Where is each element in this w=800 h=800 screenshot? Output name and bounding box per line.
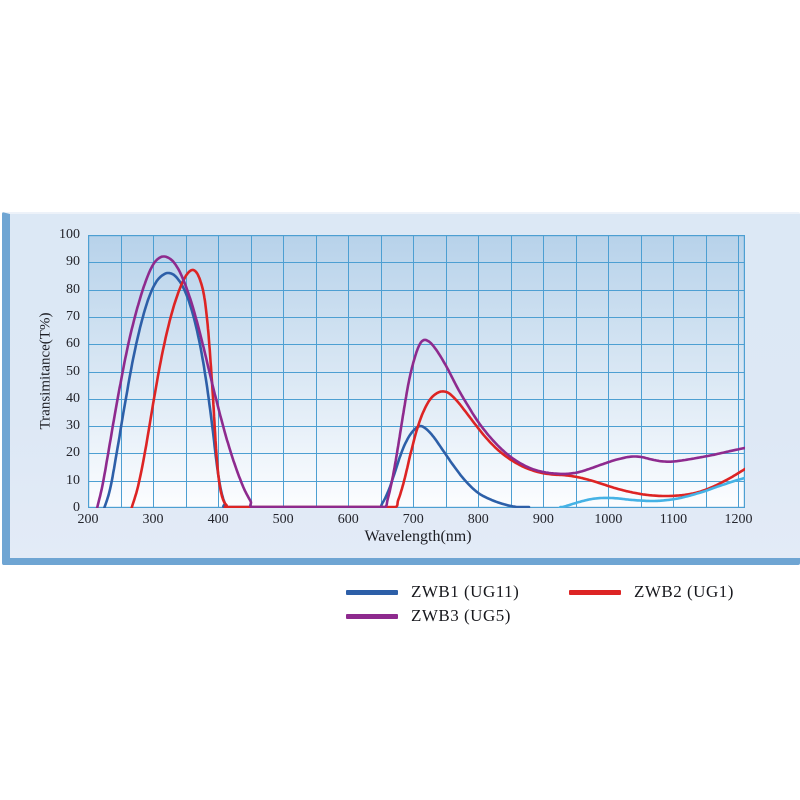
legend-item-2: ZWB2 (UG1) — [569, 582, 734, 602]
legend-label-2: ZWB2 (UG1) — [634, 582, 734, 601]
x-tick-label: 500 — [272, 512, 294, 527]
plot-background — [88, 235, 745, 508]
x-tick-label: 1100 — [659, 512, 688, 527]
y-tick-label: 60 — [66, 336, 80, 352]
y-tick-label: 40 — [66, 390, 80, 406]
x-tick-label: 1000 — [594, 512, 623, 527]
y-tick-label: 20 — [66, 445, 80, 461]
series-curve-3 — [95, 255, 745, 508]
y-tick-label: 10 — [66, 472, 80, 488]
y-tick-label: 90 — [66, 254, 80, 270]
y-tick-label: 50 — [66, 363, 80, 379]
legend-swatch-1 — [346, 589, 398, 595]
plot-area — [88, 235, 745, 508]
y-tick-label: 30 — [66, 418, 80, 434]
y-tick-label: 70 — [66, 308, 80, 324]
series-curve-4 — [558, 476, 745, 508]
x-tick-label: 700 — [402, 512, 424, 527]
x-tick-label: 1200 — [724, 512, 753, 527]
y-axis-title: Transimitance(T%) — [37, 312, 54, 430]
series-curve-2 — [130, 268, 745, 508]
legend-swatch-2 — [569, 589, 621, 595]
legend-item-1: ZWB1 (UG11) — [346, 582, 569, 602]
y-tick-label: 0 — [73, 500, 80, 515]
legend: ZWB1 (UG11) ZWB2 (UG1) ZWB3 (UG5) — [346, 580, 734, 628]
x-tick-label: 400 — [207, 512, 229, 527]
x-tick-label: 300 — [142, 512, 164, 527]
legend-label-3: ZWB3 (UG5) — [411, 606, 511, 625]
x-tick-label: 200 — [77, 512, 99, 527]
y-tick-label: 80 — [66, 281, 80, 297]
legend-swatch-3 — [346, 613, 398, 619]
x-tick-label: 600 — [337, 512, 359, 527]
legend-label-1: ZWB1 (UG11) — [411, 582, 520, 601]
axis-frame — [88, 235, 745, 508]
legend-item-3: ZWB3 (UG5) — [346, 606, 569, 626]
x-tick-label: 900 — [532, 512, 554, 527]
x-tick-label: 800 — [467, 512, 489, 527]
y-tick-label: 100 — [59, 227, 80, 242]
x-axis-title: Wavelength(nm) — [364, 528, 472, 545]
